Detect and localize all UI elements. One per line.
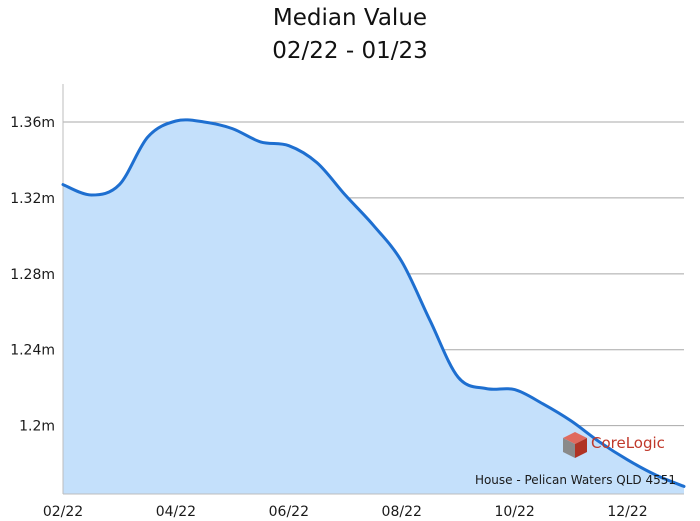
y-tick-label: 1.32m [10, 191, 55, 207]
y-axis-ticks: 1.36m 1.32m 1.28m 1.24m 1.2m [10, 115, 55, 435]
series-area-fill [63, 119, 684, 494]
y-tick-label: 1.28m [10, 267, 55, 283]
corelogic-logo: CoreLogic [563, 432, 665, 458]
series-line [61, 118, 686, 488]
x-tick-label: 06/22 [269, 504, 309, 520]
chart-title: Median Value [272, 5, 428, 31]
y-tick-label: 1.36m [10, 115, 55, 131]
x-tick-label: 12/22 [607, 504, 647, 520]
y-tick-label: 1.24m [10, 343, 55, 359]
x-tick-label: 04/22 [156, 504, 196, 520]
corelogic-cube-icon [563, 432, 587, 458]
source-label: House - Pelican Waters QLD 4551 [475, 473, 676, 487]
x-tick-label: 10/22 [494, 504, 534, 520]
x-axis-ticks: 02/22 04/22 06/22 08/22 10/22 12/22 [43, 504, 648, 520]
corelogic-logo-text: CoreLogic [591, 434, 665, 452]
chart-subtitle: 02/22 - 01/23 [272, 38, 428, 64]
x-tick-label: 02/22 [43, 504, 83, 520]
x-tick-label: 08/22 [382, 504, 422, 520]
axes [62, 84, 684, 495]
y-tick-label: 1.2m [19, 419, 55, 435]
